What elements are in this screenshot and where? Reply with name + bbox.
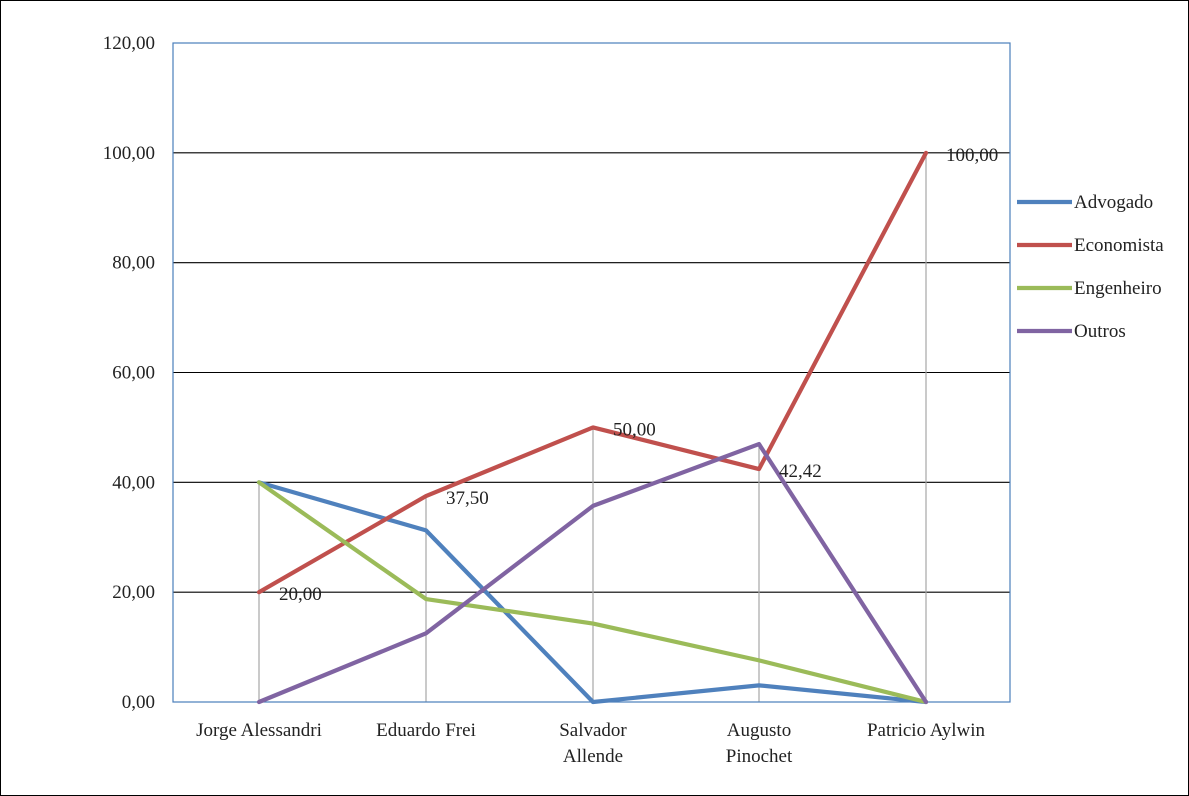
legend-label-economista: Economista — [1074, 235, 1164, 256]
x-tick-label: Augusto — [727, 720, 791, 741]
y-tick-label: 20,00 — [112, 582, 155, 603]
data-label: 50,00 — [613, 419, 656, 440]
data-label: 37,50 — [446, 488, 489, 509]
x-tick-label: Allende — [563, 746, 623, 767]
y-tick-label: 40,00 — [112, 472, 155, 493]
x-axis-ticks: Jorge Alessandri Eduardo Frei Salvador Alle… — [196, 720, 985, 767]
legend-label-engenheiro: Engenheiro — [1074, 278, 1162, 299]
y-tick-label: 100,00 — [103, 143, 155, 164]
y-tick-label: 0,00 — [122, 692, 155, 713]
data-label: 100,00 — [946, 145, 998, 166]
y-tick-label: 80,00 — [112, 253, 155, 274]
gridlines — [173, 152, 1010, 593]
series-lines — [256, 150, 929, 705]
data-labels: 20,00 37,50 50,00 42,42 100,00 — [279, 145, 998, 605]
y-axis-ticks: 0,00 20,00 40,00 60,00 80,00 100,00 120,00 — [103, 33, 155, 713]
x-tick-label: Pinochet — [726, 746, 793, 767]
legend-label-outros: Outros — [1074, 321, 1126, 342]
x-tick-label: Salvador — [559, 720, 627, 741]
legend-label-advogado: Advogado — [1074, 192, 1153, 213]
data-label: 20,00 — [279, 584, 322, 605]
y-tick-label: 60,00 — [112, 363, 155, 384]
y-tick-label: 120,00 — [103, 33, 155, 54]
x-tick-label: Jorge Alessandri — [196, 720, 322, 741]
x-tick-label: Patricio Aylwin — [867, 720, 986, 741]
data-label: 42,42 — [779, 461, 822, 482]
x-tick-label: Eduardo Frei — [376, 720, 476, 741]
legend: Advogado Economista Engenheiro Outros — [1017, 192, 1164, 342]
